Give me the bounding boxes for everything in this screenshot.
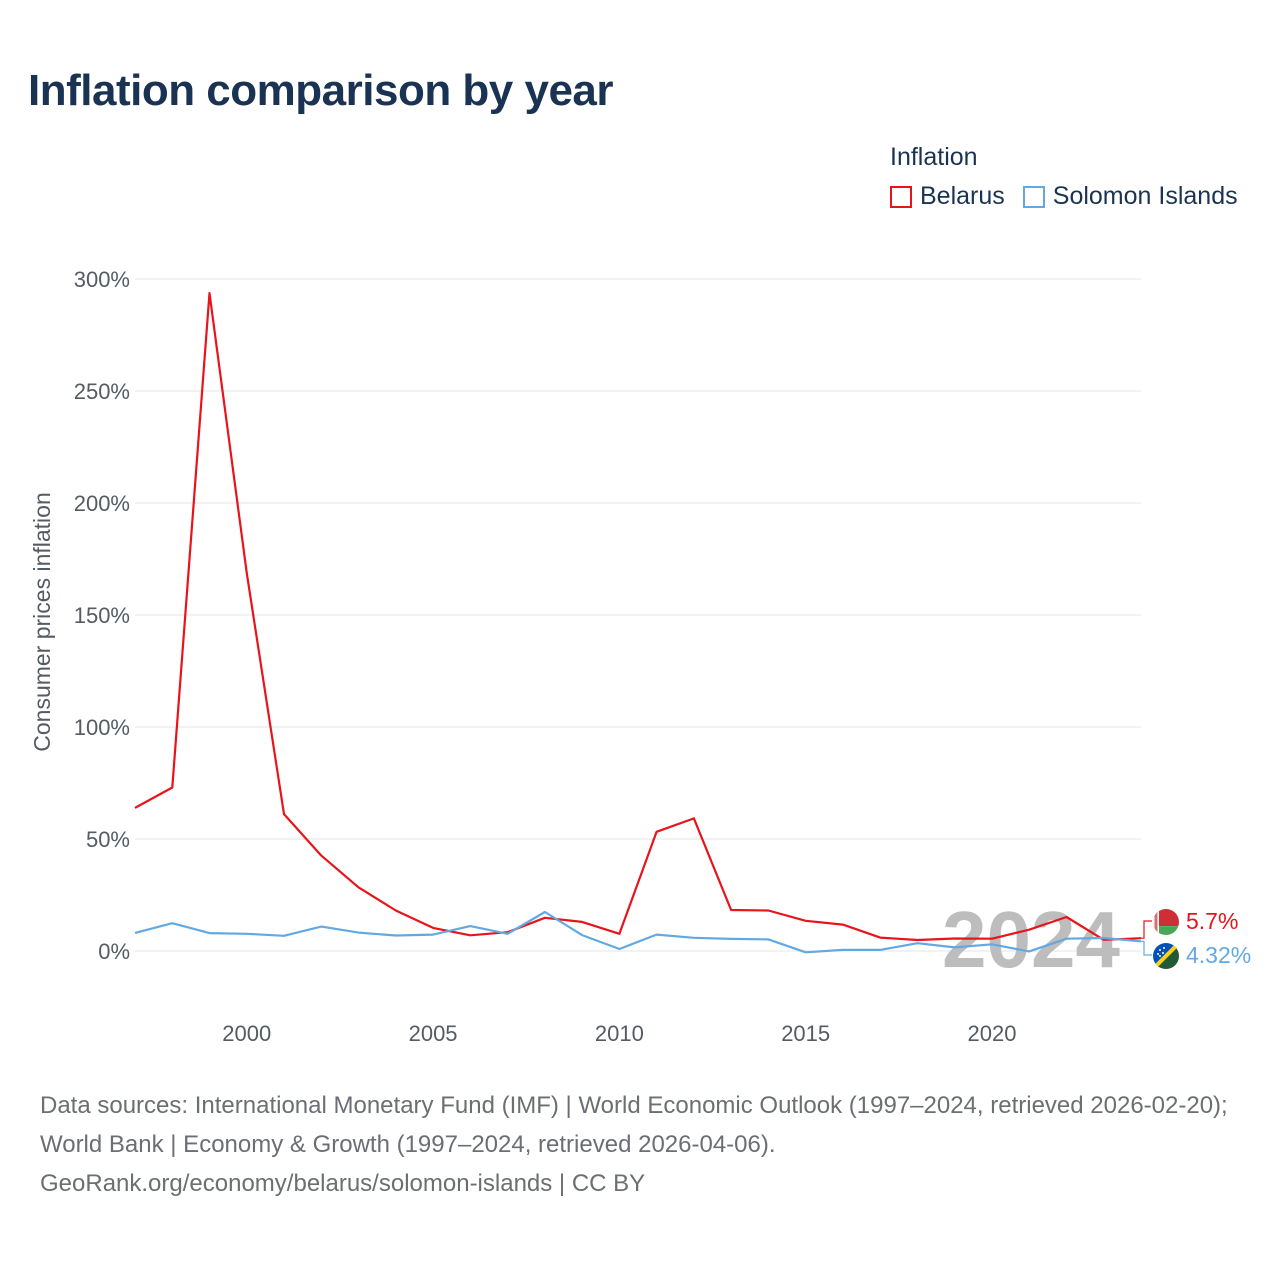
x-tick-label: 2015 bbox=[781, 1021, 830, 1046]
belarus-flag-icon bbox=[1153, 909, 1179, 935]
legend-item-belarus[interactable]: Belarus bbox=[890, 182, 1005, 211]
x-tick-label: 2005 bbox=[409, 1021, 458, 1046]
y-tick-label: 300% bbox=[74, 267, 130, 292]
legend-swatch-solomon-islands bbox=[1022, 185, 1045, 208]
connector-belarus bbox=[1141, 920, 1152, 939]
y-tick-label: 100% bbox=[74, 715, 130, 740]
x-tick-label: 2010 bbox=[595, 1021, 644, 1046]
legend-label-solomon-islands: Solomon Islands bbox=[1052, 182, 1238, 210]
y-tick-label: 250% bbox=[74, 379, 130, 404]
y-axis-ticks: 0% 50% 100% 150% 200% 250% 300% bbox=[74, 267, 130, 964]
y-axis-label: Consumer prices inflation bbox=[29, 492, 55, 752]
x-tick-label: 2020 bbox=[967, 1021, 1016, 1046]
y-tick-label: 0% bbox=[98, 939, 130, 964]
chart-title: Inflation comparison by year bbox=[28, 66, 614, 115]
y-tick-label: 50% bbox=[86, 827, 130, 852]
series-line-belarus[interactable] bbox=[134, 292, 1142, 942]
connector-solomon-islands bbox=[1141, 940, 1152, 956]
gridlines bbox=[135, 278, 1141, 952]
solomon-islands-flag-icon bbox=[1153, 943, 1179, 969]
x-tick-label: 2000 bbox=[222, 1021, 271, 1046]
source-line-1: Data sources: International Monetary Fun… bbox=[40, 1092, 1228, 1158]
end-labels: 5.7% 4.32% bbox=[1186, 908, 1251, 968]
legend-title: Inflation bbox=[890, 143, 978, 171]
x-axis-ticks: 2000 2005 2010 2015 2020 bbox=[222, 1021, 1016, 1046]
end-flags bbox=[1153, 909, 1179, 969]
y-tick-label: 150% bbox=[74, 603, 130, 628]
chart: 0%50%100%150%200%250%300% 2000 2005 2010 20… bbox=[29, 267, 1251, 1046]
end-label-belarus: 5.7% bbox=[1186, 908, 1238, 934]
legend: Inflation Belarus Solomon Islands bbox=[890, 143, 1238, 211]
y-tick-label: 200% bbox=[74, 491, 130, 516]
data-source-note: Data sources: International Monetary Fun… bbox=[40, 1086, 1250, 1203]
legend-item-solomon-islands[interactable]: Solomon Islands bbox=[1022, 182, 1238, 211]
end-label-connectors bbox=[1141, 920, 1152, 956]
series-line-solomon-islands[interactable] bbox=[134, 910, 1142, 954]
source-line-2[interactable]: GeoRank.org/economy/belarus/solomon-isla… bbox=[40, 1170, 646, 1197]
legend-swatch-belarus bbox=[890, 185, 912, 208]
series-lines bbox=[134, 292, 1142, 954]
end-label-solomon-islands: 4.32% bbox=[1186, 942, 1251, 968]
legend-label-belarus: Belarus bbox=[920, 182, 1005, 210]
